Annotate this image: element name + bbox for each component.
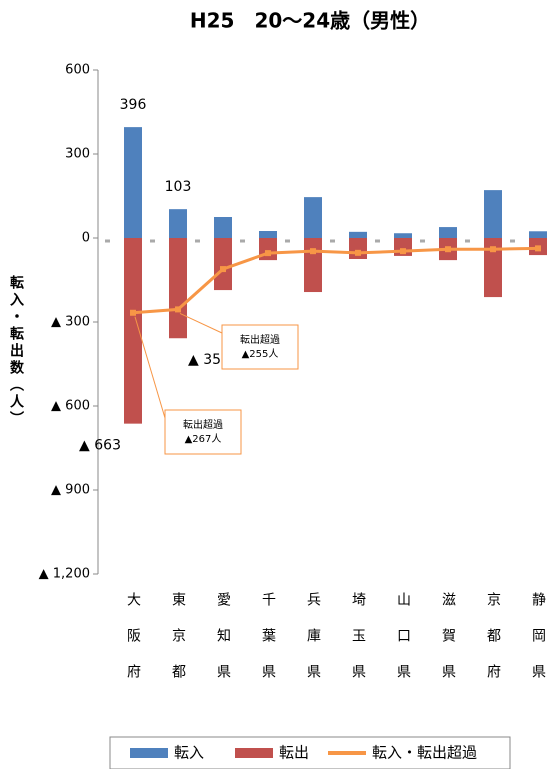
data-label: 396 bbox=[120, 97, 147, 113]
callout-leader bbox=[134, 316, 166, 419]
line-marker bbox=[535, 245, 541, 252]
line-marker bbox=[490, 246, 496, 253]
legend-swatch bbox=[235, 748, 273, 758]
x-tick-label: 東京都 bbox=[170, 592, 186, 700]
y-tick-label: 600 bbox=[65, 63, 90, 78]
bar bbox=[484, 190, 502, 238]
bar bbox=[169, 238, 187, 339]
y-tick-label: ▲ 900 bbox=[51, 483, 90, 498]
x-tick-label: 千葉県 bbox=[260, 592, 276, 700]
callout-title: 転出超過 bbox=[183, 418, 223, 431]
x-tick-label: 埼玉県 bbox=[350, 592, 366, 700]
y-tick-label: ▲ 600 bbox=[51, 399, 90, 414]
data-label: 103 bbox=[165, 179, 192, 195]
legend-label: 転出 bbox=[279, 744, 309, 762]
line-marker bbox=[265, 250, 271, 257]
legend-label: 転入・転出超過 bbox=[372, 744, 477, 762]
x-tick-label: 兵庫県 bbox=[305, 592, 321, 700]
callout-box bbox=[221, 324, 299, 370]
callout-leader bbox=[179, 312, 223, 334]
y-tick-label: ▲ 1,200 bbox=[39, 567, 90, 582]
callout-title: 転出超過 bbox=[240, 333, 280, 346]
bar bbox=[124, 238, 142, 424]
chart-title: H25 20〜24歳（男性） bbox=[190, 9, 430, 33]
legend-swatch bbox=[130, 748, 168, 758]
bar bbox=[484, 238, 502, 298]
bar bbox=[304, 238, 322, 293]
line-marker bbox=[400, 248, 406, 255]
y-tick-label: 300 bbox=[65, 147, 90, 162]
callout-label: ▲255人 bbox=[242, 348, 279, 360]
bar bbox=[304, 197, 322, 238]
bar bbox=[259, 231, 277, 238]
x-tick-label: 京都府 bbox=[485, 592, 501, 700]
line-marker bbox=[310, 248, 316, 255]
data-label: ▲ 663 bbox=[79, 438, 121, 454]
bar bbox=[169, 209, 187, 238]
x-tick-label: 大阪府 bbox=[125, 592, 141, 700]
y-tick-label: 0 bbox=[82, 231, 90, 246]
line-marker bbox=[355, 249, 361, 256]
bar bbox=[349, 238, 367, 259]
y-tick-label: ▲ 300 bbox=[51, 315, 90, 330]
x-tick-label: 山口県 bbox=[395, 592, 411, 700]
bar bbox=[214, 238, 232, 291]
bar bbox=[349, 231, 367, 238]
x-tick-label: 滋賀県 bbox=[440, 592, 456, 700]
x-tick-label: 愛知県 bbox=[215, 592, 231, 700]
data-label: ▲ 358 bbox=[188, 352, 230, 368]
bar bbox=[124, 127, 142, 238]
bar bbox=[439, 227, 457, 238]
line-marker bbox=[220, 266, 226, 273]
legend-box bbox=[109, 736, 511, 769]
callout-label: ▲267人 bbox=[185, 433, 222, 445]
line-marker bbox=[130, 309, 136, 316]
bar bbox=[214, 217, 232, 238]
bar bbox=[394, 233, 412, 238]
line-marker bbox=[175, 306, 181, 313]
bar bbox=[529, 231, 547, 238]
x-tick-label: 静岡県 bbox=[530, 592, 546, 700]
callout-box bbox=[164, 409, 242, 455]
line-marker bbox=[445, 246, 451, 253]
line bbox=[132, 246, 539, 315]
y-axis-title: 転入・転出数（人） bbox=[8, 275, 24, 428]
legend-label: 転入 bbox=[174, 744, 204, 762]
